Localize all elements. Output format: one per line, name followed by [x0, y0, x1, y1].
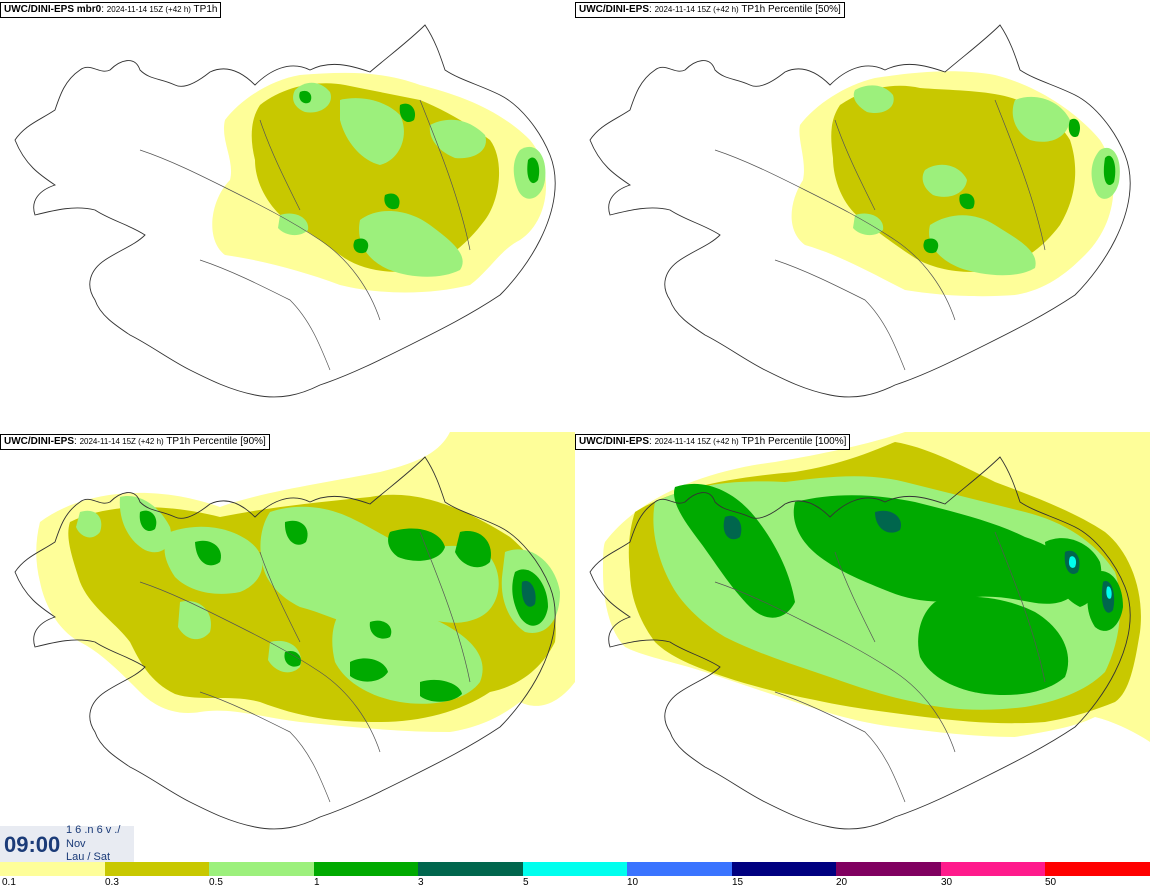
colorbar-segment [836, 862, 941, 876]
map-panel-p50: UWC/DINI-EPS: 2024-11-14 15Z (+42 h) TP1… [575, 0, 1150, 430]
colorbar-segment [104, 862, 210, 876]
colorbar-tick-label: 0.1 [2, 877, 16, 888]
precip-map [14, 24, 556, 398]
panel-title: UWC/DINI-EPS: 2024-11-14 15Z (+42 h) TP1… [575, 2, 845, 18]
colorbar-segment [1045, 862, 1150, 876]
colorbar-segment [209, 862, 314, 876]
colorbar-tick-label: 50 [1045, 877, 1057, 888]
precip-map [589, 24, 1131, 398]
colorbar-segment [522, 862, 628, 876]
colorbar-ticks: 0.1 0.3 0.5 1 3 5 10 15 20 30 50 [0, 877, 1150, 891]
panel-title: UWC/DINI-EPS: 2024-11-14 15Z (+42 h) TP1… [0, 434, 270, 450]
precip-map [14, 432, 575, 830]
precip-map [589, 432, 1150, 830]
colorbar-tick-label: 20 [836, 877, 848, 888]
valid-weekday: Lau / Sat [66, 851, 111, 863]
colorbar-segment [940, 862, 1046, 876]
panel-title: UWC/DINI-EPS mbr0: 2024-11-14 15Z (+42 h… [0, 2, 222, 18]
colorbar-segment [313, 862, 419, 876]
colorbar-segment [731, 862, 837, 876]
colorbar-tick-label: 15 [732, 877, 744, 888]
colorbar-tick-label: 5 [523, 877, 529, 888]
colorbar-tick-label: 3 [418, 877, 424, 888]
valid-month: Nov [66, 838, 86, 850]
valid-date-line: 1 6 .n 6 v ./ [66, 824, 121, 836]
map-panel-mbr0: UWC/DINI-EPS mbr0: 2024-11-14 15Z (+42 h… [0, 0, 575, 430]
map-panel-p100: UWC/DINI-EPS: 2024-11-14 15Z (+42 h) TP1… [575, 432, 1150, 862]
precip-colorbar [0, 862, 1150, 876]
colorbar-segment [0, 862, 105, 876]
colorbar-segment [418, 862, 523, 876]
colorbar-tick-label: 1 [314, 877, 320, 888]
valid-time: 09:00 [4, 832, 61, 857]
colorbar-tick-label: 10 [627, 877, 639, 888]
map-panel-p90: UWC/DINI-EPS: 2024-11-14 15Z (+42 h) TP1… [0, 432, 575, 862]
colorbar-segment [627, 862, 732, 876]
colorbar-tick-label: 30 [941, 877, 953, 888]
panel-title: UWC/DINI-EPS: 2024-11-14 15Z (+42 h) TP1… [575, 434, 851, 450]
colorbar-tick-label: 0.3 [105, 877, 119, 888]
colorbar-tick-label: 0.5 [209, 877, 223, 888]
valid-time-box: 09:00 1 6 .n 6 v ./ Nov Lau / Sat [0, 824, 134, 863]
